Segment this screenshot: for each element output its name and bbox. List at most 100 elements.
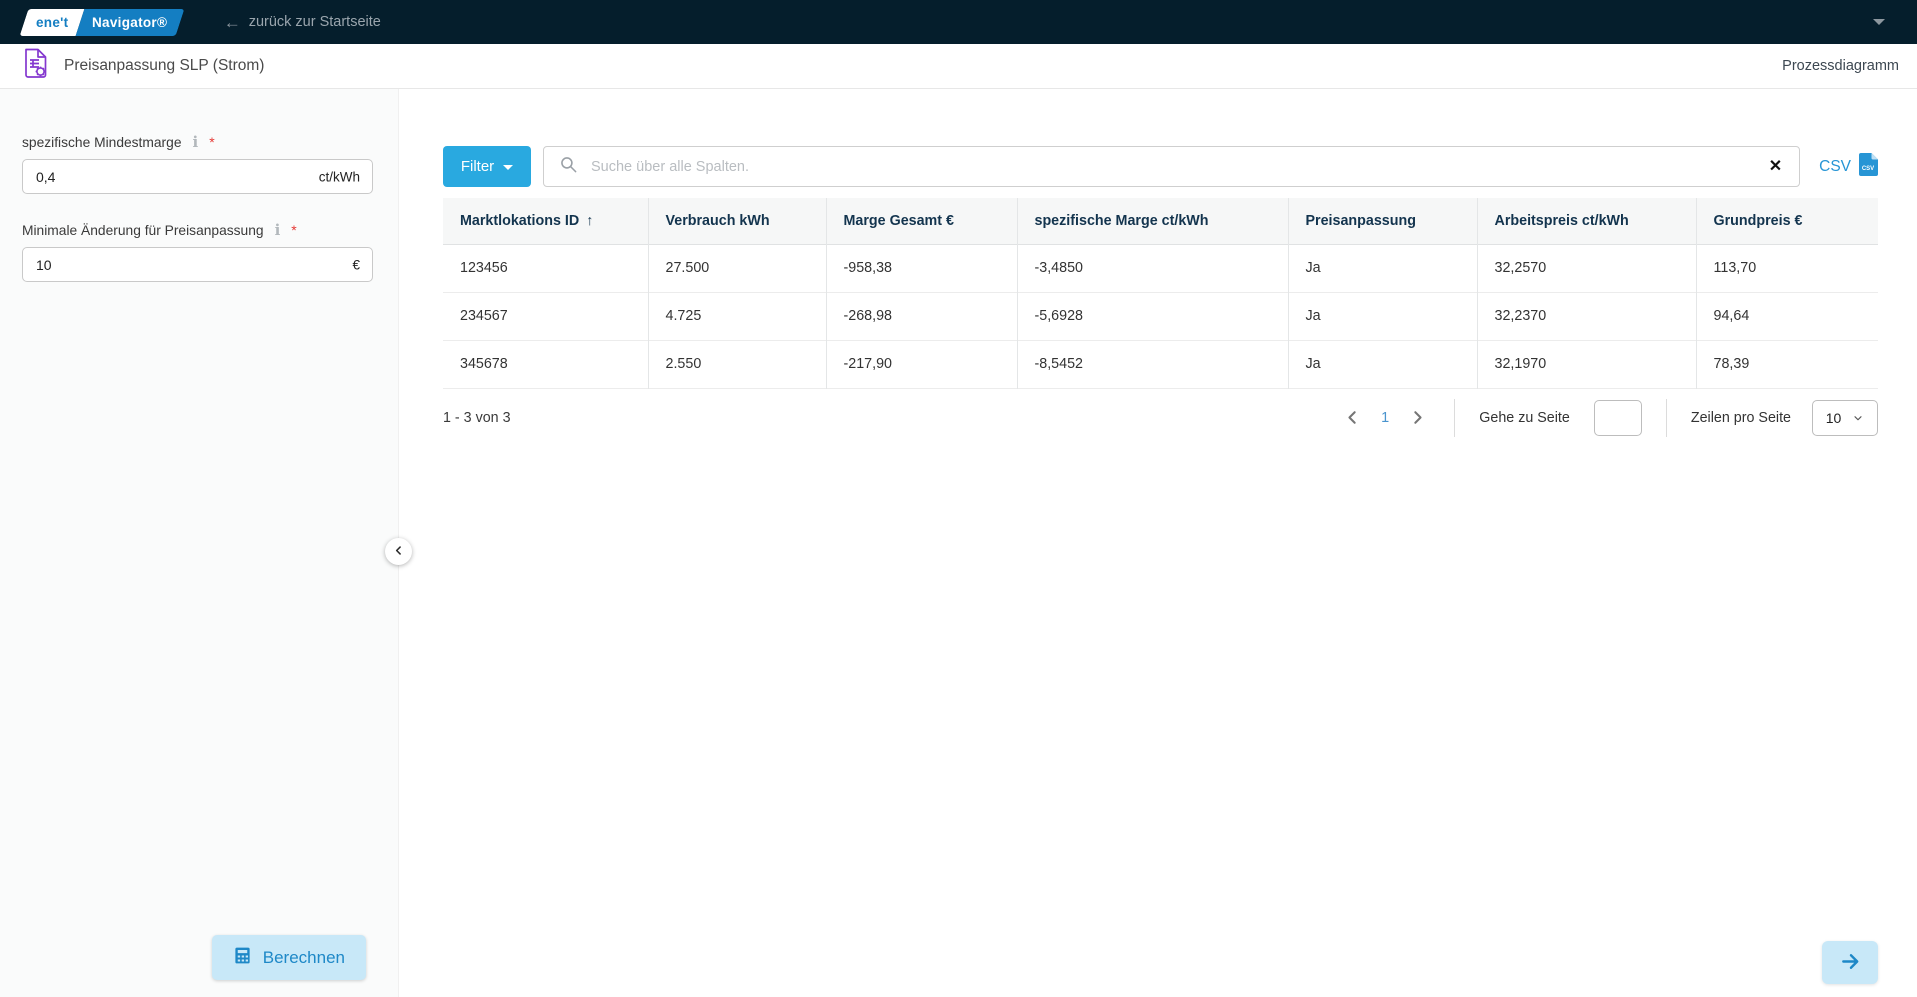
- logo-segment-enet: ene't: [19, 8, 85, 36]
- back-to-home-link[interactable]: ← zurück zur Startseite: [224, 14, 381, 31]
- calculate-button-label: Berechnen: [262, 947, 345, 967]
- calculate-button[interactable]: Berechnen: [211, 935, 366, 980]
- table-row[interactable]: 123456 27.500 -958,38 -3,4850 Ja 32,2570 113,7…: [443, 244, 1878, 292]
- current-page-number[interactable]: 1: [1381, 409, 1390, 426]
- page-title: Preisanpassung SLP (Strom): [64, 57, 265, 74]
- next-page-button[interactable]: [1405, 405, 1430, 430]
- column-header[interactable]: Verbrauch kWh: [647, 198, 826, 244]
- column-header-label: Marge Gesamt €: [843, 212, 954, 229]
- table-cell: -268,98: [825, 292, 1017, 340]
- required-asterisk: *: [209, 134, 215, 150]
- column-header-label: Preisanpassung: [1305, 212, 1416, 229]
- pagination-bar: 1 - 3 von 3 1 Gehe zu Seite Zeilen pro S…: [443, 389, 1878, 447]
- search-input[interactable]: [591, 158, 1767, 175]
- column-header[interactable]: Marge Gesamt €: [825, 198, 1017, 244]
- column-header-label: Verbrauch kWh: [665, 212, 770, 229]
- table-header: Marktlokations ID ↑ Verbrauch kWh Marge Ges…: [443, 198, 1878, 244]
- column-header[interactable]: Preisanpassung: [1287, 198, 1477, 244]
- rows-per-page-value: 10: [1825, 409, 1842, 426]
- chevron-down-icon: [1854, 415, 1862, 420]
- rows-per-page-label: Zeilen pro Seite: [1690, 409, 1791, 426]
- csv-link-label: CSV: [1819, 157, 1851, 175]
- clear-search-button[interactable]: ✕: [1768, 157, 1783, 175]
- column-header[interactable]: Grundpreis €: [1695, 198, 1878, 244]
- table-toolbar: Filter ✕ CSV C: [443, 146, 1878, 187]
- previous-page-button[interactable]: [1340, 405, 1365, 430]
- minimale-aenderung-input[interactable]: [22, 247, 373, 282]
- filter-button-label: Filter: [460, 158, 495, 175]
- goto-page-label: Gehe zu Seite: [1479, 409, 1570, 426]
- results-panel: Filter ✕ CSV C: [399, 89, 1917, 997]
- column-header-label: spezifische Marge ct/kWh: [1034, 212, 1209, 229]
- table-cell: 27.500: [647, 244, 826, 292]
- svg-text:CSV: CSV: [1862, 166, 1874, 172]
- field-minimale-aenderung: Minimale Änderung für Preisanpassung i *…: [22, 222, 373, 282]
- table-cell: -5,6928: [1016, 292, 1288, 340]
- column-header[interactable]: Marktlokations ID ↑: [443, 198, 648, 244]
- table-cell: -8,5452: [1016, 340, 1288, 388]
- content-area: spezifische Mindestmarge i * ct/kWh Mini…: [0, 89, 1917, 997]
- goto-page-input[interactable]: [1593, 399, 1642, 436]
- table-cell: 32,1970: [1476, 340, 1696, 388]
- field-label: Minimale Änderung für Preisanpassung: [22, 222, 264, 238]
- csv-file-icon: CSV: [1859, 152, 1878, 181]
- user-menu-chevron-down-icon[interactable]: [1873, 19, 1885, 25]
- column-header[interactable]: spezifische Marge ct/kWh: [1016, 198, 1288, 244]
- input-wrapper: €: [22, 247, 373, 282]
- table-cell: 2.550: [647, 340, 826, 388]
- info-icon[interactable]: i: [274, 220, 281, 239]
- table-cell: 32,2570: [1476, 244, 1696, 292]
- input-wrapper: ct/kWh: [22, 159, 373, 194]
- back-arrow-icon: ←: [223, 12, 241, 32]
- table-row[interactable]: 234567 4.725 -268,98 -5,6928 Ja 32,2370 94,64: [443, 292, 1878, 340]
- logo-segment-navigator: Navigator®: [76, 8, 185, 36]
- sidebar-collapse-button[interactable]: [385, 538, 412, 565]
- table-row[interactable]: 345678 2.550 -217,90 -8,5452 Ja 32,1970 78,39: [443, 340, 1878, 388]
- unit-label: ct/kWh: [318, 169, 360, 184]
- table-cell: 4.725: [647, 292, 826, 340]
- sort-ascending-icon: ↑: [586, 212, 594, 229]
- search-box: ✕: [543, 146, 1801, 187]
- top-navbar: ene't Navigator® ← zurück zur Startseite: [0, 0, 1917, 44]
- table-cell: Ja: [1287, 244, 1477, 292]
- title-bar: Preisanpassung SLP (Strom) Prozessdiagra…: [0, 44, 1917, 89]
- field-label-row: spezifische Mindestmarge i *: [22, 134, 373, 150]
- calculator-icon: [233, 946, 252, 970]
- back-link-label: zurück zur Startseite: [248, 14, 381, 30]
- column-header[interactable]: Arbeitspreis ct/kWh: [1476, 198, 1696, 244]
- column-header-label: Marktlokations ID: [460, 212, 580, 229]
- pager-controls: 1 Gehe zu Seite Zeilen pro Seite 10: [1340, 398, 1878, 437]
- results-table: Marktlokations ID ↑ Verbrauch kWh Marge Ges…: [443, 198, 1878, 389]
- logo-text-enet: ene't: [36, 14, 69, 30]
- enet-navigator-logo: ene't Navigator®: [19, 8, 185, 36]
- table-cell: Ja: [1287, 292, 1477, 340]
- next-step-button[interactable]: [1822, 941, 1878, 984]
- table-cell: Ja: [1287, 340, 1477, 388]
- table-cell: 113,70: [1695, 244, 1878, 292]
- process-diagram-link[interactable]: Prozessdiagramm: [1782, 58, 1899, 74]
- document-gear-icon: [22, 48, 49, 84]
- table-cell: -3,4850: [1016, 244, 1288, 292]
- rows-per-page-select[interactable]: 10: [1812, 399, 1878, 436]
- required-asterisk: *: [291, 222, 297, 238]
- table-cell: 94,64: [1695, 292, 1878, 340]
- info-icon[interactable]: i: [192, 132, 199, 151]
- mindestmarge-input[interactable]: [22, 159, 373, 194]
- filter-button[interactable]: Filter: [443, 146, 531, 187]
- table-cell: 234567: [443, 292, 648, 340]
- arrow-right-icon: [1839, 950, 1862, 976]
- table-cell: 78,39: [1695, 340, 1878, 388]
- csv-export-link[interactable]: CSV CSV: [1819, 152, 1878, 181]
- parameter-sidebar: spezifische Mindestmarge i * ct/kWh Mini…: [0, 89, 399, 997]
- search-icon: [559, 155, 578, 179]
- page-range-label: 1 - 3 von 3: [443, 409, 511, 426]
- column-header-label: Arbeitspreis ct/kWh: [1494, 212, 1629, 229]
- table-cell: -958,38: [825, 244, 1017, 292]
- table-cell: 123456: [443, 244, 648, 292]
- field-label-row: Minimale Änderung für Preisanpassung i *: [22, 222, 373, 238]
- field-spezifische-mindestmarge: spezifische Mindestmarge i * ct/kWh: [22, 134, 373, 194]
- table-cell: 32,2370: [1476, 292, 1696, 340]
- column-header-label: Grundpreis €: [1713, 212, 1803, 229]
- table-cell: 345678: [443, 340, 648, 388]
- table-cell: -217,90: [825, 340, 1017, 388]
